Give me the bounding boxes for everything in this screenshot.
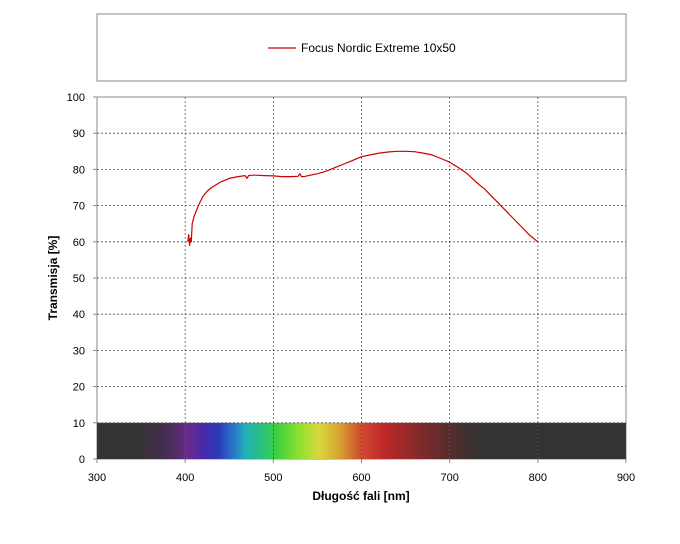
y-tick-label: 60 (73, 237, 85, 249)
x-tick-label: 800 (529, 472, 547, 484)
y-axis-ticks: 0 10 20 30 40 50 60 70 80 90 100 (67, 92, 97, 466)
y-tick-label: 10 (73, 418, 85, 430)
x-axis-title: Długość fali [nm] (312, 489, 409, 503)
y-axis-title: Transmisja [%] (46, 236, 60, 321)
gridlines (97, 97, 626, 459)
y-tick-label: 80 (73, 164, 85, 176)
legend-label: Focus Nordic Extreme 10x50 (301, 41, 456, 55)
y-tick-label: 90 (73, 128, 85, 140)
y-tick-label: 20 (73, 382, 85, 394)
x-tick-label: 300 (88, 472, 106, 484)
legend: Focus Nordic Extreme 10x50 (96, 13, 627, 82)
y-tick-label: 30 (73, 345, 85, 357)
spectrum-band (97, 422, 626, 459)
x-tick-label: 900 (617, 472, 635, 484)
legend-box (96, 13, 627, 82)
x-tick-label: 400 (176, 472, 194, 484)
x-tick-label: 600 (352, 472, 370, 484)
y-tick-label: 40 (73, 309, 85, 321)
series-layer (187, 150, 539, 246)
y-tick-label: 70 (73, 201, 85, 213)
x-tick-label: 700 (440, 472, 458, 484)
y-tick-label: 100 (67, 92, 85, 104)
x-tick-label: 500 (264, 472, 282, 484)
plot-area: 0 10 20 30 40 50 60 70 80 90 100 300 400 500 600 700 80… (67, 92, 636, 484)
x-axis-ticks: 300 400 500 600 700 800 900 (88, 459, 635, 484)
y-tick-label: 50 (73, 273, 85, 285)
y-tick-label: 0 (79, 454, 85, 466)
series-line (187, 150, 539, 246)
